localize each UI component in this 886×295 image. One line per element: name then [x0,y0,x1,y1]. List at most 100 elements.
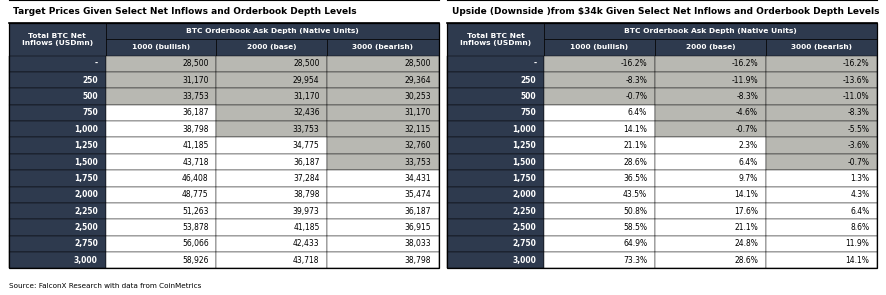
Text: 53,878: 53,878 [183,223,209,232]
Bar [9,23,105,55]
Text: 11.9%: 11.9% [845,239,869,248]
Text: -: - [95,59,97,68]
Bar [447,203,544,219]
Text: 1,000: 1,000 [512,125,536,134]
Text: -5.5%: -5.5% [847,125,869,134]
Text: BTC Orderbook Ask Depth (Native Units): BTC Orderbook Ask Depth (Native Units) [186,28,359,34]
Text: 2,000: 2,000 [512,190,536,199]
Bar [766,203,877,219]
Bar [655,236,766,252]
Bar [544,72,655,88]
Text: 33,753: 33,753 [292,125,320,134]
Bar [447,252,544,268]
Bar [655,186,766,203]
Text: 36,915: 36,915 [404,223,431,232]
Text: 9.7%: 9.7% [739,174,758,183]
Bar [9,55,105,72]
Bar [9,252,105,268]
Bar [327,154,439,170]
Text: 2.3%: 2.3% [739,141,758,150]
Bar [327,186,439,203]
Text: 2,750: 2,750 [512,239,536,248]
Bar [766,55,877,72]
Bar [544,23,877,39]
Text: 34,431: 34,431 [404,174,431,183]
Bar [655,137,766,154]
Text: 58.5%: 58.5% [623,223,648,232]
Bar [544,203,655,219]
Text: Upside (Downside )from $34k Given Select Net Inflows and Orderbook Depth Levels: Upside (Downside )from $34k Given Select… [452,7,879,16]
Text: 38,798: 38,798 [404,256,431,265]
Text: 500: 500 [82,92,97,101]
Text: 33,753: 33,753 [404,158,431,166]
Bar [105,39,216,55]
Text: 21.1%: 21.1% [734,223,758,232]
Text: 2000 (base): 2000 (base) [686,44,735,50]
Bar [655,170,766,186]
Text: 36,187: 36,187 [293,158,320,166]
Text: 28.6%: 28.6% [734,256,758,265]
Bar [447,170,544,186]
Text: -4.6%: -4.6% [736,108,758,117]
Text: 1,000: 1,000 [74,125,97,134]
Text: -16.2%: -16.2% [620,59,648,68]
Bar [544,121,655,137]
Bar [216,121,327,137]
Bar [655,105,766,121]
Bar [655,72,766,88]
Text: 28.6%: 28.6% [624,158,648,166]
Bar [105,23,439,39]
Bar [9,170,105,186]
Bar [216,236,327,252]
Bar [327,39,439,55]
Bar [327,203,439,219]
Text: 29,364: 29,364 [404,76,431,85]
Text: 36,187: 36,187 [183,108,209,117]
Text: 48,775: 48,775 [182,190,209,199]
Bar [766,88,877,105]
Bar [327,252,439,268]
Text: 2,500: 2,500 [74,223,97,232]
Bar [327,121,439,137]
Text: 41,185: 41,185 [183,141,209,150]
Bar [447,23,544,55]
Bar [766,154,877,170]
Bar [216,88,327,105]
Text: 38,033: 38,033 [404,239,431,248]
Text: 14.1%: 14.1% [734,190,758,199]
Bar [9,88,105,105]
Text: -: - [533,59,536,68]
Text: -0.7%: -0.7% [736,125,758,134]
Bar [766,39,877,55]
Text: 4.3%: 4.3% [851,190,869,199]
Text: 34,775: 34,775 [292,141,320,150]
Text: 43.5%: 43.5% [623,190,648,199]
Bar [544,186,655,203]
Text: 39,973: 39,973 [292,206,320,216]
Text: 36,187: 36,187 [404,206,431,216]
Text: 31,170: 31,170 [404,108,431,117]
Text: -11.9%: -11.9% [732,76,758,85]
Bar [447,105,544,121]
Bar [766,170,877,186]
Text: 2000 (base): 2000 (base) [247,44,297,50]
Text: 46,408: 46,408 [182,174,209,183]
Text: 3000 (bearish): 3000 (bearish) [353,44,414,50]
Bar [105,55,216,72]
Bar [216,55,327,72]
Bar [9,203,105,219]
Bar [655,88,766,105]
Text: 1000 (bullish): 1000 (bullish) [132,44,190,50]
Bar [216,72,327,88]
Bar [327,170,439,186]
Text: Target Prices Given Select Net Inflows and Orderbook Depth Levels: Target Prices Given Select Net Inflows a… [13,7,357,16]
Text: 250: 250 [82,76,97,85]
Text: 3000 (bearish): 3000 (bearish) [791,44,852,50]
Text: 2,000: 2,000 [74,190,97,199]
Bar [655,121,766,137]
Bar [447,236,544,252]
Bar [655,219,766,236]
Text: 43,718: 43,718 [183,158,209,166]
Text: 3,000: 3,000 [512,256,536,265]
Text: 37,284: 37,284 [293,174,320,183]
